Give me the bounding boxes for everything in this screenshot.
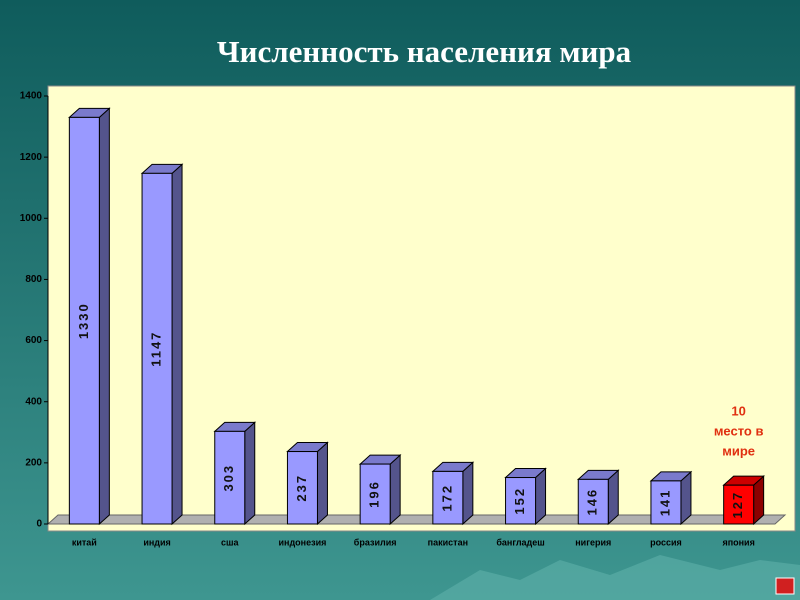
mountains [430, 555, 800, 600]
bar-group: 303 [213, 421, 257, 526]
value-label: 1330 [76, 302, 91, 339]
annotation: 10 [731, 403, 745, 418]
x-tick-label: нигерия [575, 537, 611, 547]
x-tick-label: сша [221, 537, 240, 547]
x-tick-label: бразилия [354, 537, 397, 547]
bar-group: 146 [576, 469, 620, 526]
value-label: 127 [730, 491, 745, 519]
bar-side [462, 461, 474, 526]
bar [214, 430, 246, 525]
bar [723, 484, 755, 525]
value-label: 303 [221, 464, 236, 492]
annotation: мире [722, 443, 755, 458]
x-tick-label: россия [650, 537, 682, 547]
bar-group: 196 [358, 453, 402, 526]
y-tick-label: 0 [36, 519, 42, 530]
value-label: 172 [439, 484, 454, 512]
bar-group: 141 [649, 470, 693, 526]
bar-group: 172 [431, 461, 475, 526]
y-tick-label: 600 [25, 335, 42, 346]
bar [505, 477, 537, 525]
bar-side [171, 163, 183, 526]
annotation: место в [714, 423, 764, 438]
nav-button[interactable] [775, 577, 795, 595]
bar [650, 480, 682, 525]
bar-side [244, 421, 256, 526]
value-label: 152 [512, 487, 527, 515]
y-tick-label: 800 [25, 274, 42, 285]
x-tick-label: индонезия [279, 537, 327, 547]
bar-group: 237 [286, 441, 329, 526]
value-label: 237 [294, 474, 309, 502]
value-label: 146 [585, 488, 600, 516]
y-tick-label: 1000 [20, 213, 43, 224]
y-tick-label: 1200 [20, 152, 43, 163]
x-tick-label: индия [143, 537, 170, 547]
bar [286, 451, 318, 525]
bar [577, 478, 609, 525]
bar [359, 463, 391, 525]
bar-group: 1330 [68, 107, 111, 526]
value-label: 196 [367, 480, 382, 508]
value-label: 141 [657, 489, 672, 517]
y-tick-label: 1400 [20, 91, 43, 102]
bar [68, 116, 100, 525]
y-tick-label: 400 [25, 396, 42, 407]
chart-title: Численность населения мира [217, 34, 632, 69]
bar [432, 470, 464, 525]
x-tick-label: япония [722, 537, 754, 547]
x-tick-label: бангладеш [496, 537, 544, 547]
bar-side [389, 453, 401, 526]
bar [141, 172, 173, 525]
bar-group: 1147 [140, 163, 184, 526]
bar-side [316, 441, 328, 526]
bar-group: 127 [722, 475, 765, 526]
x-tick-label: китай [72, 537, 97, 547]
bar-group: 152 [504, 467, 547, 526]
bar-side [98, 107, 110, 526]
y-tick-label: 200 [25, 457, 42, 468]
value-label: 1147 [148, 331, 163, 367]
x-tick-label: пакистан [428, 537, 468, 547]
